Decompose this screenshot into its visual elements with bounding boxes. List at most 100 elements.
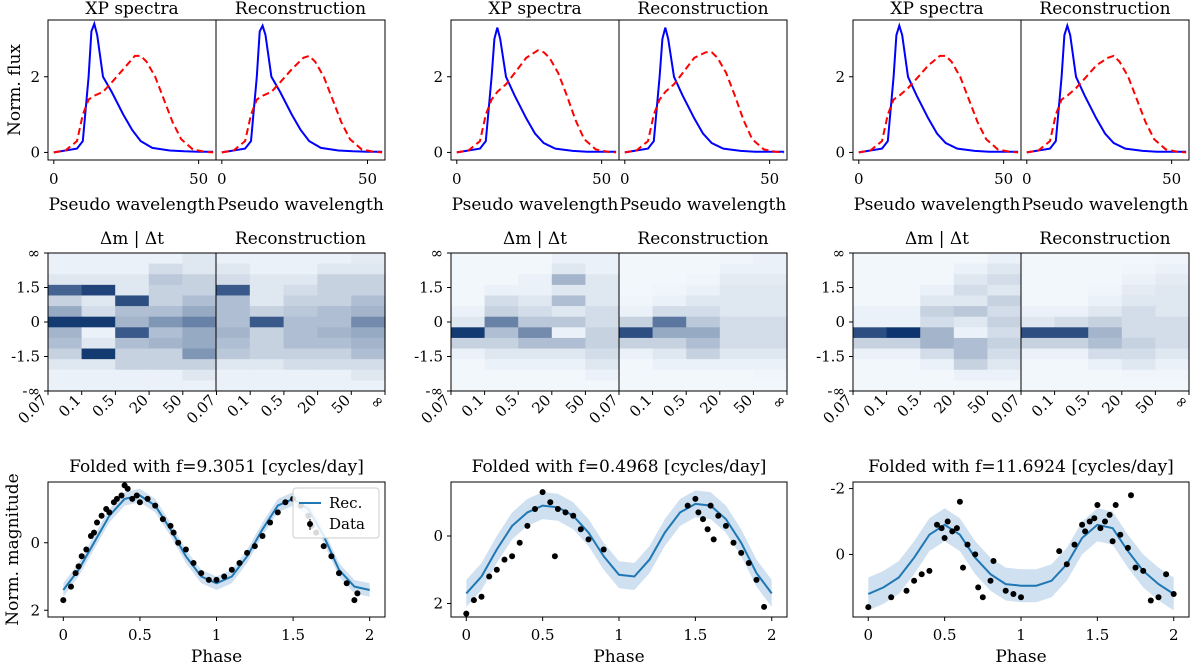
heatmap-cell bbox=[351, 369, 386, 381]
heatmap-cell bbox=[1155, 348, 1190, 360]
x-tick-label: 1.5 bbox=[1085, 626, 1109, 644]
heatmap-cell bbox=[652, 316, 687, 328]
heatmap-cell bbox=[1088, 337, 1123, 350]
heatmap-cell bbox=[182, 327, 217, 339]
heatmap-cell bbox=[853, 369, 888, 381]
x-tick-label: 0 bbox=[1022, 170, 1032, 188]
y-tick-label: 0 bbox=[433, 527, 443, 545]
data-point bbox=[236, 560, 243, 566]
heatmap-cell bbox=[719, 274, 754, 286]
heatmap-cell bbox=[619, 359, 654, 371]
x-tick-label: 0.5 bbox=[933, 626, 957, 644]
heatmap-cell bbox=[551, 337, 586, 350]
x-tick-label: 0.5 bbox=[893, 391, 923, 421]
heatmap-cell bbox=[283, 284, 318, 297]
x-tick-label: 0.5 bbox=[89, 391, 119, 421]
heatmap-cell bbox=[451, 274, 486, 286]
heatmap-cell bbox=[115, 263, 150, 275]
heatmap-cell bbox=[920, 263, 955, 275]
heatmap-cell bbox=[1121, 253, 1156, 265]
x-tick-label: 0 bbox=[217, 170, 227, 188]
x-tick-label: 1 bbox=[1016, 626, 1026, 644]
data-point bbox=[692, 495, 699, 502]
heatmap-cell bbox=[753, 348, 788, 360]
heatmap-cell bbox=[585, 306, 620, 318]
heatmap-cell bbox=[81, 337, 116, 350]
heatmap-cell bbox=[1121, 284, 1156, 297]
x-tick-label: 0.5 bbox=[1061, 391, 1091, 421]
heatmap-cell bbox=[216, 337, 251, 350]
data-point bbox=[336, 570, 342, 577]
data-point bbox=[600, 546, 607, 553]
heatmap-cell bbox=[1054, 306, 1089, 318]
data-point bbox=[198, 570, 205, 577]
heatmap-cell bbox=[249, 316, 285, 328]
data-point bbox=[1010, 591, 1017, 597]
y-tick-label: 0 bbox=[433, 313, 443, 331]
heatmap-cell bbox=[484, 274, 519, 286]
legend-entry-rec: Rec. bbox=[329, 494, 362, 512]
heatmap-cell bbox=[518, 337, 553, 350]
heatmap-cell bbox=[853, 263, 888, 275]
heatmap-cell bbox=[686, 359, 721, 371]
heatmap-cell bbox=[853, 295, 888, 307]
heatmap-cell bbox=[115, 274, 150, 286]
x-tick-label: 50 bbox=[328, 391, 354, 417]
heatmap-cell bbox=[920, 380, 955, 392]
data-point bbox=[94, 519, 100, 526]
heatmap-title: Δm | Δt bbox=[100, 229, 164, 249]
heatmap-cell bbox=[953, 295, 988, 307]
data-point bbox=[753, 576, 760, 583]
heatmap-cell bbox=[853, 274, 888, 286]
heatmap-cell bbox=[81, 274, 116, 286]
heatmap-cell bbox=[518, 306, 553, 318]
data-point bbox=[75, 563, 82, 570]
heatmap-cell bbox=[451, 295, 486, 307]
heatmap-cell bbox=[853, 327, 888, 339]
data-point bbox=[934, 521, 940, 528]
heatmap-cell bbox=[1121, 380, 1156, 392]
heatmap-cell bbox=[686, 369, 721, 381]
data-point bbox=[463, 610, 470, 617]
heatmap-cell bbox=[753, 295, 788, 307]
heatmap-cell bbox=[1088, 284, 1123, 297]
data-point bbox=[267, 519, 274, 526]
heatmap-cell bbox=[518, 263, 553, 275]
heatmap-cell bbox=[1054, 284, 1089, 297]
data-point bbox=[152, 502, 159, 509]
heatmap-cell bbox=[48, 306, 83, 318]
heatmap-cell bbox=[753, 263, 788, 275]
heatmap-cell bbox=[48, 295, 83, 307]
data-point bbox=[1163, 571, 1170, 578]
heatmap-title: Reconstruction bbox=[637, 229, 768, 249]
x-axis-label: Phase bbox=[191, 647, 242, 667]
heatmap-cell bbox=[182, 295, 217, 307]
y-tick-label: 2 bbox=[433, 595, 443, 613]
heatmap-cell bbox=[317, 274, 352, 286]
heatmap-cell bbox=[283, 253, 318, 265]
heatmap-cell bbox=[283, 369, 318, 381]
data-point bbox=[1140, 567, 1147, 574]
data-point bbox=[1155, 594, 1162, 601]
x-axis-label: Phase bbox=[593, 647, 644, 667]
data-point bbox=[1106, 511, 1113, 518]
data-point bbox=[213, 576, 220, 583]
x-tick-label: 2 bbox=[365, 626, 375, 644]
data-point bbox=[1097, 525, 1104, 532]
heatmap-cell bbox=[182, 337, 217, 350]
heatmap-cell bbox=[216, 263, 251, 275]
data-point bbox=[1128, 492, 1134, 499]
data-point bbox=[710, 536, 717, 543]
data-point bbox=[738, 549, 745, 556]
heatmap-cell bbox=[953, 263, 988, 275]
heatmap-cell bbox=[115, 306, 150, 318]
heatmap-cell bbox=[351, 253, 386, 265]
heatmap-cell bbox=[182, 380, 217, 392]
heatmap-cell bbox=[1121, 327, 1156, 339]
heatmap-cell bbox=[484, 380, 519, 392]
x-tick-label: 20 bbox=[126, 391, 152, 417]
y-tick-label: 0 bbox=[30, 534, 40, 552]
heatmap-cell bbox=[920, 316, 955, 328]
y-tick-label: -∞ bbox=[827, 382, 845, 400]
heatmap-cell bbox=[886, 380, 921, 392]
